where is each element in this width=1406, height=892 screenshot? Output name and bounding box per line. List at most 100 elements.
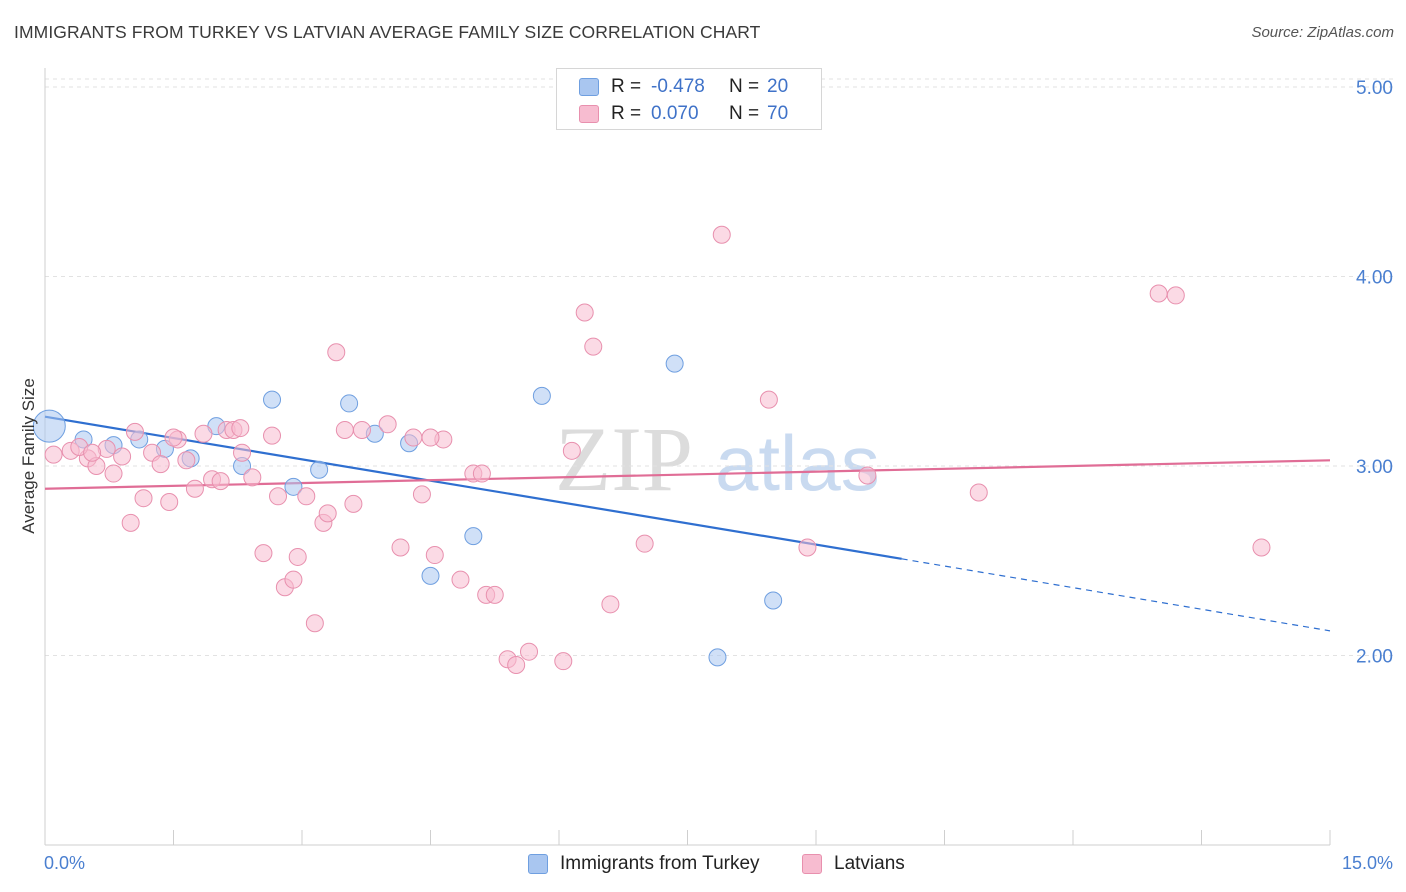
point-latvians xyxy=(243,468,262,487)
point-latvians xyxy=(391,538,410,557)
point-latvians xyxy=(575,303,594,322)
watermark-atlas: atlas xyxy=(715,419,880,507)
point-latvians xyxy=(113,447,132,466)
point-latvians xyxy=(404,428,423,447)
point-latvians xyxy=(425,546,444,565)
point-latvians xyxy=(134,489,153,508)
point-latvians xyxy=(858,466,877,485)
point-latvians xyxy=(472,464,491,483)
point-latvians xyxy=(263,426,282,445)
y-axis-tick-labels: 2.00 3.00 4.00 5.00 xyxy=(1356,78,1393,668)
point-latvians xyxy=(121,513,140,532)
point-latvians xyxy=(83,443,102,462)
point-latvians xyxy=(297,487,316,506)
point-latvians xyxy=(44,445,63,464)
point-latvians xyxy=(507,655,526,674)
point-turkey xyxy=(340,394,359,413)
point-turkey xyxy=(310,460,329,479)
point-latvians xyxy=(520,642,539,661)
legend-r-value: 0.070 xyxy=(651,103,699,124)
point-latvians xyxy=(305,614,324,633)
point-turkey xyxy=(32,409,66,443)
point-latvians xyxy=(344,494,363,513)
bottom-legend-turkey: Immigrants from Turkey xyxy=(528,852,760,876)
point-latvians xyxy=(288,547,307,566)
point-latvians xyxy=(194,424,213,443)
y-tick-label: 5.00 xyxy=(1356,78,1393,99)
chart-title: IMMIGRANTS FROM TURKEY VS LATVIAN AVERAG… xyxy=(14,22,761,42)
point-latvians xyxy=(759,390,778,409)
point-turkey xyxy=(665,354,684,373)
y-tick-label: 4.00 xyxy=(1356,267,1393,288)
legend-swatch-turkey xyxy=(579,78,599,96)
point-turkey xyxy=(708,648,727,667)
bottom-legend-label-latvians: Latvians xyxy=(834,853,905,874)
watermark: ZIP atlas xyxy=(555,408,880,510)
point-latvians xyxy=(211,472,230,491)
point-turkey xyxy=(263,390,282,409)
point-latvians xyxy=(485,585,504,604)
point-turkey xyxy=(464,527,483,546)
point-latvians xyxy=(601,595,620,614)
point-latvians xyxy=(327,343,346,362)
point-latvians xyxy=(318,504,337,523)
point-turkey xyxy=(421,566,440,585)
point-latvians xyxy=(233,443,252,462)
point-latvians xyxy=(185,479,204,498)
point-latvians xyxy=(335,420,354,439)
point-latvians xyxy=(231,419,250,438)
legend-n-label: N = xyxy=(729,103,760,124)
point-latvians xyxy=(1149,284,1168,303)
point-latvians xyxy=(164,428,183,447)
legend-r-label: R = xyxy=(611,76,642,97)
trend-lines xyxy=(44,415,1331,632)
y-tick-label: 3.00 xyxy=(1356,457,1393,478)
bottom-legend-swatch-turkey xyxy=(528,854,548,874)
point-latvians xyxy=(554,652,573,671)
gridlines xyxy=(45,78,1394,656)
point-latvians xyxy=(635,534,654,553)
point-latvians xyxy=(177,451,196,470)
data-points xyxy=(32,225,1271,674)
point-latvians xyxy=(1252,538,1271,557)
point-latvians xyxy=(562,441,581,460)
point-latvians xyxy=(1166,286,1185,305)
legend-n-value: 20 xyxy=(767,76,789,97)
watermark-zip: ZIP xyxy=(555,408,693,510)
point-latvians xyxy=(451,570,470,589)
legend-r-label: R = xyxy=(611,103,642,124)
trend-line-latvians xyxy=(44,459,1331,490)
point-latvians xyxy=(969,483,988,502)
legend-row-latvians: R = 0.070 N = 70 xyxy=(579,102,788,126)
legend: R = -0.478 N = 20 R = 0.070 N = 70 xyxy=(556,68,822,130)
bottom-legend-swatch-latvians xyxy=(802,854,822,874)
point-latvians xyxy=(798,538,817,557)
point-latvians xyxy=(125,422,144,441)
point-latvians xyxy=(104,464,123,483)
point-latvians xyxy=(151,455,170,474)
point-latvians xyxy=(284,570,303,589)
y-axis-label: Average Family Size xyxy=(19,378,38,534)
legend-r-value: -0.478 xyxy=(651,76,705,97)
point-turkey xyxy=(284,477,303,496)
point-latvians xyxy=(421,428,440,447)
bottom-legend-label-turkey: Immigrants from Turkey xyxy=(560,853,760,874)
trend-line-turkey-extension xyxy=(901,558,1331,632)
y-tick-label: 2.00 xyxy=(1356,646,1393,667)
x-tick-label-max: 15.0% xyxy=(1342,853,1393,873)
point-turkey xyxy=(764,591,783,610)
point-turkey xyxy=(532,386,551,405)
legend-swatch-latvians xyxy=(579,105,599,123)
point-latvians xyxy=(352,420,371,439)
legend-n-label: N = xyxy=(729,76,760,97)
bottom-legend-latvians: Latvians xyxy=(802,852,905,876)
point-latvians xyxy=(584,337,603,356)
point-latvians xyxy=(254,544,273,563)
point-latvians xyxy=(269,487,288,506)
trend-line-turkey xyxy=(44,415,902,560)
point-latvians xyxy=(412,485,431,504)
point-latvians xyxy=(712,225,731,244)
x-tick-label-min: 0.0% xyxy=(44,853,85,873)
legend-n-value: 70 xyxy=(767,103,789,124)
